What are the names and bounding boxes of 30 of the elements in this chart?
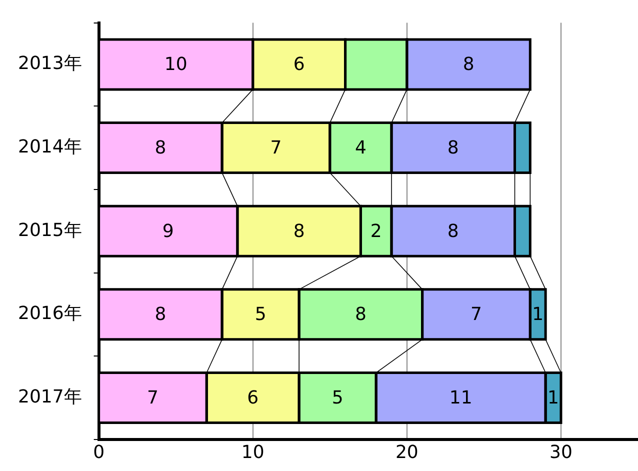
data-label: 7	[147, 387, 158, 408]
data-label: 9	[162, 220, 174, 242]
data-label: 2	[370, 220, 382, 242]
y-tick-label: 2017年	[18, 386, 82, 408]
data-label: 7	[470, 304, 482, 326]
x-tick-label: 10	[241, 442, 264, 463]
x-tick-label: 30	[550, 442, 572, 463]
data-label: 11	[449, 387, 472, 408]
data-label: 4	[354, 137, 366, 158]
data-label: 7	[270, 137, 282, 158]
x-tick-label: 20	[395, 442, 418, 463]
data-label: 8	[154, 304, 166, 326]
data-label: 8	[447, 220, 459, 242]
data-label: 8	[154, 137, 166, 158]
y-tick-label: 2014年	[18, 136, 82, 158]
data-label: 8	[462, 54, 474, 76]
data-label: 6	[293, 54, 305, 76]
data-label: 8	[447, 137, 459, 158]
data-label: 8	[354, 304, 366, 326]
data-label: 5	[254, 304, 266, 326]
data-label: 5	[332, 387, 344, 408]
data-label: 1	[532, 304, 544, 326]
data-label: 10	[164, 54, 188, 76]
data-label: 8	[293, 220, 305, 242]
data-label: 6	[247, 387, 259, 408]
x-tick-label: 0	[93, 442, 105, 463]
y-tick-label: 2016年	[18, 303, 82, 324]
y-tick-label: 2015年	[18, 220, 82, 241]
y-tick-label: 2013年	[18, 53, 82, 74]
data-label: 1	[548, 387, 559, 408]
